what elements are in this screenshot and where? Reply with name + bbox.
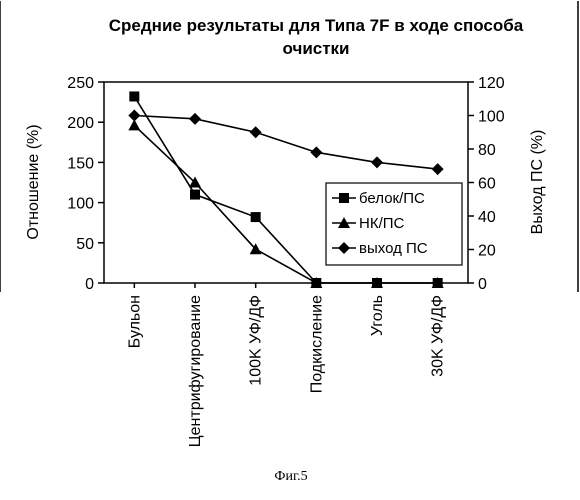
x-category-label: Бульон [126, 295, 143, 348]
legend: белок/ПС НК/ПС выход ПС [326, 183, 462, 265]
legend-label: НК/ПС [359, 215, 405, 232]
data-point-diamond [250, 126, 262, 138]
x-category-label: Подкисление [308, 295, 325, 393]
data-point-diamond [432, 163, 444, 175]
data-point-diamond [128, 110, 140, 122]
y-left-tick-label: 150 [67, 155, 94, 172]
chart-title-line1: Средние результаты для Типа 7F в ходе сп… [109, 16, 524, 35]
y-right-tick-label: 20 [478, 243, 496, 260]
y-right-tick-label: 80 [478, 142, 496, 159]
chart-title-line2: очистки [282, 39, 349, 58]
legend-label: белок/ПС [359, 190, 425, 207]
y-right-tick-label: 40 [478, 209, 496, 226]
series-line-diamond [134, 116, 437, 170]
legend-label: выход ПС [359, 240, 428, 257]
x-category-label: Центрифугирование [187, 295, 204, 447]
x-category-label: 100K УФ/ДФ [248, 295, 265, 386]
x-category-label: Уголь [369, 295, 386, 336]
y-axis-left-label: Отношение (%) [25, 124, 42, 239]
y-left-tick-label: 0 [85, 276, 94, 293]
y-right-tick-label: 60 [478, 176, 496, 193]
y-left-tick-label: 50 [76, 236, 94, 253]
y-left-tick-label: 250 [67, 75, 94, 92]
y-right-tick-label: 100 [478, 109, 505, 126]
figure-caption: Фиг.5 [274, 469, 307, 484]
y-right-tick-label: 120 [478, 75, 505, 92]
y-right-tick-label: 0 [478, 276, 487, 293]
data-point-square [251, 212, 261, 222]
data-point-square [129, 91, 139, 101]
x-category-label: 30K УФ/ДФ [430, 295, 447, 377]
legend-marker-square [339, 193, 349, 203]
data-point-diamond [371, 156, 383, 168]
data-point-diamond [310, 146, 322, 158]
data-point-square [190, 190, 200, 200]
data-point-diamond [189, 113, 201, 125]
y-left-tick-label: 200 [67, 115, 94, 132]
y-left-tick-label: 100 [67, 196, 94, 213]
y-axis-right-label: Выход ПС (%) [529, 130, 546, 235]
